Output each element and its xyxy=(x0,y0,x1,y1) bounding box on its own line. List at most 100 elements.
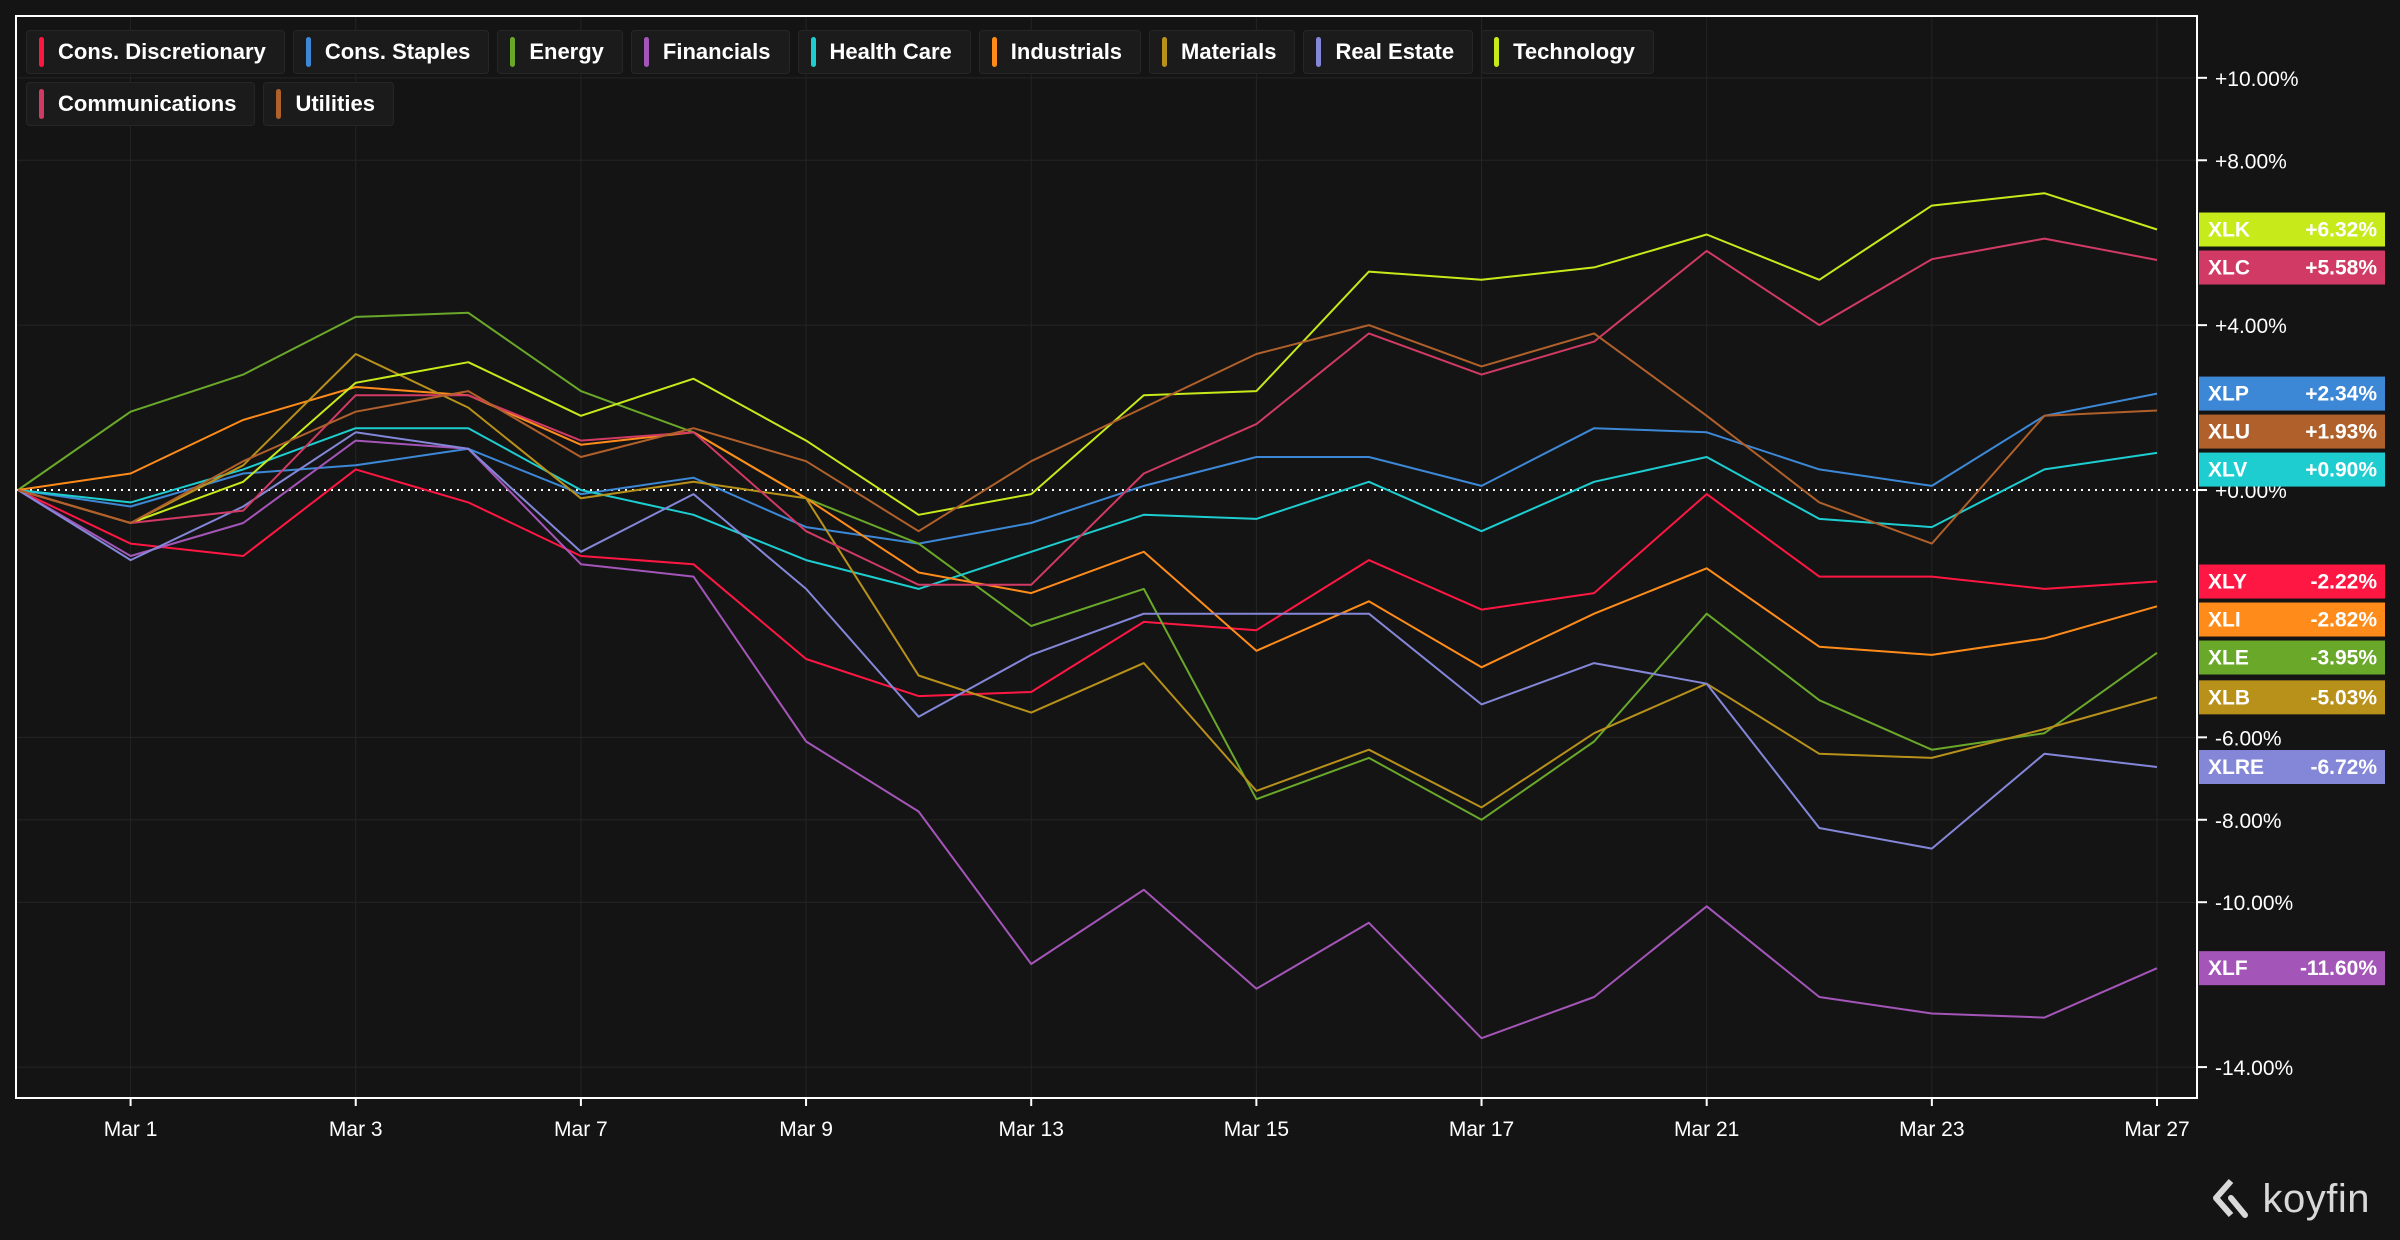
end-badge-ticker: XLK xyxy=(2208,219,2250,242)
legend-item-xli[interactable]: Industrials xyxy=(978,30,1142,74)
end-badge-background xyxy=(2199,640,2385,675)
end-badge-xly: XLY -2.22% xyxy=(2199,564,2385,599)
legend-swatch xyxy=(510,37,516,67)
end-badge-xlv: XLV +0.90% xyxy=(2199,452,2385,487)
end-badge-value: -2.22% xyxy=(2310,571,2377,594)
end-badge-value: +0.90% xyxy=(2305,459,2377,482)
legend-item-xly[interactable]: Cons. Discretionary xyxy=(26,30,285,74)
legend-item-xlre[interactable]: Real Estate xyxy=(1303,30,1474,74)
end-badge-value: -11.60% xyxy=(2300,957,2377,980)
series-line-xle xyxy=(17,311,2158,821)
series-line-xlf xyxy=(17,439,2158,1040)
end-badge-background xyxy=(2199,680,2385,715)
end-badge-ticker: XLF xyxy=(2208,957,2248,980)
legend-swatch xyxy=(643,37,649,67)
legend-item-xlv[interactable]: Health Care xyxy=(797,30,971,74)
legend-swatch xyxy=(1316,37,1322,67)
x-tick-label: Mar 15 xyxy=(1224,1118,1289,1141)
end-badge-background xyxy=(2199,376,2385,411)
x-tick-label: Mar 13 xyxy=(999,1118,1064,1141)
x-tick-label: Mar 7 xyxy=(554,1118,608,1141)
chart-legend: Cons. Discretionary Cons. Staples Energy Fi… xyxy=(26,30,1886,126)
end-badge-xli: XLI -2.82% xyxy=(2199,602,2385,637)
legend-swatch xyxy=(39,37,44,67)
end-badge-background xyxy=(2199,414,2385,449)
x-tick-label: Mar 27 xyxy=(2124,1118,2189,1141)
y-tick-label: +10.00% xyxy=(2215,68,2299,91)
end-badge-background xyxy=(2199,212,2385,247)
end-badge-xlp: XLP +2.34% xyxy=(2199,376,2385,411)
end-badge-ticker: XLU xyxy=(2208,421,2250,444)
series-line-xlb xyxy=(17,353,2158,809)
end-badge-value: -6.72% xyxy=(2310,756,2377,779)
koyfin-brand: koyfin xyxy=(2209,1177,2371,1222)
legend-label: Financials xyxy=(662,39,771,64)
end-badge-value: -2.82% xyxy=(2310,609,2377,632)
plot-frame xyxy=(15,15,2198,1099)
legend-swatch xyxy=(276,89,282,119)
end-badge-ticker: XLE xyxy=(2208,647,2249,670)
legend-item-xle[interactable]: Energy xyxy=(497,30,623,74)
legend-swatch xyxy=(991,37,997,67)
axes: +10.00%+8.00%+4.00%+0.00%-6.00%-8.00%-10… xyxy=(15,15,2299,1141)
legend-item-xlb[interactable]: Materials xyxy=(1149,30,1296,74)
legend-label: Utilities xyxy=(295,91,375,116)
legend-item-xlk[interactable]: Technology xyxy=(1481,30,1654,74)
legend-item-xlc[interactable]: Communications xyxy=(26,82,256,126)
x-tick-label: Mar 23 xyxy=(1899,1118,1964,1141)
legend-item-xlp[interactable]: Cons. Staples xyxy=(292,30,490,74)
x-tick-label: Mar 21 xyxy=(1674,1118,1739,1141)
series-line-xli xyxy=(17,386,2158,669)
end-badge-value: -5.03% xyxy=(2310,686,2377,709)
legend-swatch xyxy=(810,37,816,67)
y-tick-label: -8.00% xyxy=(2215,810,2282,833)
series-line-xlre xyxy=(17,431,2158,850)
grid-lines xyxy=(16,16,2197,1098)
y-tick-label: +8.00% xyxy=(2215,150,2287,173)
legend-label: Materials xyxy=(1181,39,1277,64)
legend-label: Technology xyxy=(1513,39,1635,64)
legend-label: Communications xyxy=(58,91,237,116)
series-lines xyxy=(17,192,2158,1040)
end-badge-value: +5.58% xyxy=(2305,257,2377,280)
series-line-xlc xyxy=(17,237,2158,586)
legend-item-xlf[interactable]: Financials xyxy=(630,30,790,74)
koyfin-logo-icon xyxy=(2212,1178,2248,1218)
end-badge-ticker: XLB xyxy=(2208,686,2250,709)
legend-label: Industrials xyxy=(1010,39,1123,64)
end-badge-value: +2.34% xyxy=(2305,383,2377,406)
end-badge-xlc: XLC +5.58% xyxy=(2199,250,2385,285)
end-badge-background xyxy=(2199,564,2385,599)
end-badge-xlre: XLRE -6.72% xyxy=(2199,750,2385,785)
legend-swatch xyxy=(1494,37,1500,67)
end-badge-xlb: XLB -5.03% xyxy=(2199,680,2385,715)
y-tick-label: +4.00% xyxy=(2215,315,2287,338)
end-badge-xlu: XLU +1.93% xyxy=(2199,414,2385,449)
legend-swatch xyxy=(305,37,311,67)
end-value-badges: XLK +6.32% XLC +5.58% XLP +2.34% XLU +1.93% XLV +… xyxy=(2199,212,2385,986)
end-badge-ticker: XLC xyxy=(2208,257,2250,280)
series-line-xlk xyxy=(17,192,2158,524)
end-badge-ticker: XLV xyxy=(2208,459,2247,482)
legend-item-xlu[interactable]: Utilities xyxy=(263,82,394,126)
series-line-xlu xyxy=(17,324,2158,545)
x-tick-label: Mar 9 xyxy=(779,1118,833,1141)
legend-label: Real Estate xyxy=(1335,39,1455,64)
series-line-xly xyxy=(17,468,2158,698)
legend-label: Energy xyxy=(529,39,604,64)
legend-label: Health Care xyxy=(829,39,952,64)
end-badge-ticker: XLP xyxy=(2208,383,2249,406)
legend-label: Cons. Discretionary xyxy=(58,39,266,64)
end-badge-background xyxy=(2199,602,2385,637)
series-line-xlv xyxy=(17,427,2158,590)
x-tick-label: Mar 3 xyxy=(329,1118,383,1141)
x-tick-label: Mar 1 xyxy=(104,1118,158,1141)
end-badge-background xyxy=(2199,250,2385,285)
legend-swatch xyxy=(1162,37,1168,67)
end-badge-background xyxy=(2199,951,2385,986)
brand-name: koyfin xyxy=(2262,1177,2370,1221)
x-tick-label: Mar 17 xyxy=(1449,1118,1514,1141)
end-badge-xle: XLE -3.95% xyxy=(2199,640,2385,675)
series-line-xlp xyxy=(17,392,2158,545)
